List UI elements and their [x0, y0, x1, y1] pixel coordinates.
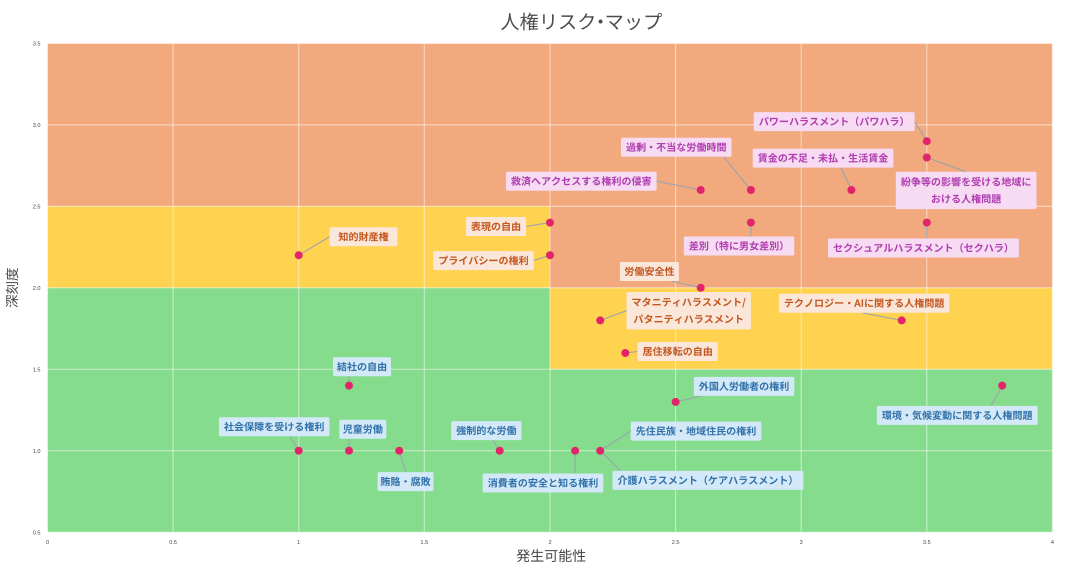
svg-text:1: 1	[297, 540, 300, 546]
svg-text:3: 3	[800, 540, 803, 546]
svg-text:0: 0	[46, 540, 49, 546]
svg-text:2.5: 2.5	[672, 540, 680, 546]
svg-text:3.5: 3.5	[923, 540, 931, 546]
svg-text:1.5: 1.5	[420, 540, 428, 546]
svg-text:3.5: 3.5	[33, 42, 41, 48]
svg-text:2.0: 2.0	[33, 286, 41, 292]
svg-text:1.0: 1.0	[33, 449, 41, 455]
svg-text:0.5: 0.5	[33, 530, 41, 536]
svg-text:2: 2	[548, 540, 551, 546]
svg-text:0.5: 0.5	[169, 540, 177, 546]
svg-text:4: 4	[1051, 540, 1054, 546]
svg-text:3.0: 3.0	[33, 123, 41, 129]
svg-text:2.5: 2.5	[33, 205, 41, 211]
svg-text:1.5: 1.5	[33, 368, 41, 374]
